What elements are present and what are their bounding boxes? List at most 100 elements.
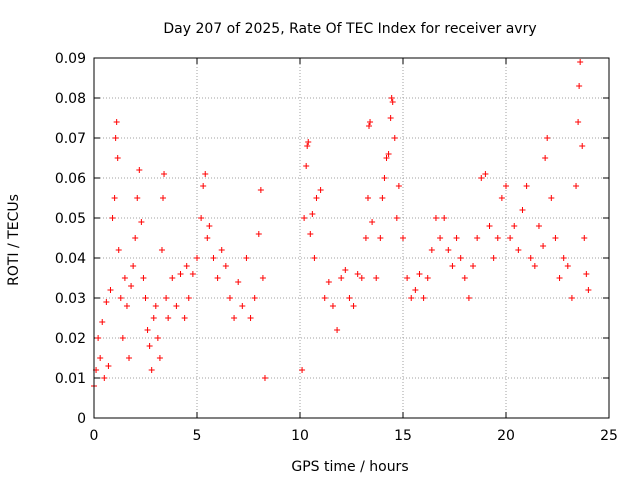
data-point bbox=[424, 275, 431, 281]
data-point bbox=[161, 171, 168, 177]
data-point bbox=[581, 235, 588, 241]
data-point bbox=[441, 215, 448, 221]
data-point bbox=[146, 343, 153, 349]
y-axis-label: ROTI / TECUs bbox=[6, 194, 22, 286]
data-point bbox=[552, 235, 559, 241]
data-points bbox=[91, 59, 592, 389]
data-point bbox=[383, 155, 390, 161]
data-point bbox=[231, 315, 238, 321]
data-point bbox=[577, 59, 584, 65]
data-point bbox=[112, 135, 119, 141]
y-tick-label: 0.02 bbox=[55, 331, 86, 347]
x-axis-label: GPS time / hours bbox=[291, 459, 408, 475]
data-point bbox=[198, 215, 205, 221]
plot-frame bbox=[93, 57, 610, 419]
data-point bbox=[123, 303, 130, 309]
data-point bbox=[259, 275, 266, 281]
data-point bbox=[535, 223, 542, 229]
data-point bbox=[218, 247, 225, 253]
data-point bbox=[585, 287, 592, 293]
data-point bbox=[400, 235, 406, 241]
data-point bbox=[202, 171, 209, 177]
data-point bbox=[128, 283, 135, 289]
data-point bbox=[169, 275, 176, 281]
data-point bbox=[160, 195, 167, 201]
data-point bbox=[494, 235, 501, 241]
data-point bbox=[564, 263, 571, 269]
data-point bbox=[362, 235, 369, 241]
data-point bbox=[437, 235, 444, 241]
data-point bbox=[144, 327, 151, 333]
data-point bbox=[389, 99, 396, 105]
data-point bbox=[317, 187, 324, 193]
data-point bbox=[498, 195, 505, 201]
data-point bbox=[377, 235, 384, 241]
data-point bbox=[140, 275, 147, 281]
data-point bbox=[113, 119, 120, 125]
data-point bbox=[474, 235, 481, 241]
data-point bbox=[470, 263, 477, 269]
data-point bbox=[346, 295, 353, 301]
data-point bbox=[342, 267, 349, 273]
data-point bbox=[560, 255, 567, 261]
data-point bbox=[165, 315, 172, 321]
data-point bbox=[115, 247, 122, 253]
data-point bbox=[303, 163, 310, 169]
data-point bbox=[519, 207, 526, 213]
data-point bbox=[373, 275, 380, 281]
chart-title: Day 207 of 2025, Rate Of TEC Index for r… bbox=[163, 21, 536, 37]
data-point bbox=[257, 187, 264, 193]
data-point bbox=[482, 171, 489, 177]
data-point bbox=[391, 135, 398, 141]
data-point bbox=[420, 295, 427, 301]
data-point bbox=[121, 275, 128, 281]
data-point bbox=[156, 355, 163, 361]
data-point bbox=[416, 271, 423, 277]
data-point bbox=[111, 195, 118, 201]
data-point bbox=[261, 375, 268, 381]
data-point bbox=[152, 303, 159, 309]
y-tick-label: 0.07 bbox=[55, 131, 86, 147]
data-point bbox=[350, 303, 357, 309]
data-point bbox=[449, 263, 456, 269]
y-tick-label: 0.04 bbox=[55, 251, 86, 267]
data-point bbox=[173, 303, 180, 309]
data-point bbox=[136, 167, 143, 173]
data-point bbox=[583, 271, 590, 277]
y-tick-label: 0.03 bbox=[55, 291, 86, 307]
data-point bbox=[393, 215, 400, 221]
data-point bbox=[255, 231, 262, 237]
data-point bbox=[453, 235, 460, 241]
data-point bbox=[200, 183, 207, 189]
data-point bbox=[309, 211, 316, 217]
data-point bbox=[531, 263, 538, 269]
data-point bbox=[126, 355, 133, 361]
x-tick-label: 10 bbox=[291, 428, 309, 444]
data-point bbox=[329, 303, 336, 309]
data-point bbox=[461, 275, 468, 281]
data-point bbox=[222, 263, 229, 269]
data-point bbox=[540, 243, 547, 249]
data-point bbox=[101, 375, 108, 381]
data-point bbox=[445, 247, 452, 253]
data-point bbox=[465, 295, 472, 301]
data-point bbox=[158, 247, 165, 253]
data-point bbox=[404, 275, 411, 281]
data-point bbox=[334, 327, 341, 333]
x-tick-label: 0 bbox=[90, 428, 99, 444]
data-point bbox=[556, 275, 563, 281]
data-point bbox=[548, 195, 555, 201]
data-point bbox=[432, 215, 439, 221]
data-point bbox=[313, 195, 320, 201]
data-point bbox=[490, 255, 497, 261]
data-point bbox=[117, 295, 124, 301]
y-tick-label: 0 bbox=[77, 411, 86, 427]
data-point bbox=[579, 143, 586, 149]
data-point bbox=[527, 255, 534, 261]
data-point bbox=[189, 271, 196, 277]
data-point bbox=[299, 367, 306, 373]
data-point bbox=[148, 367, 155, 373]
data-point bbox=[575, 119, 582, 125]
data-point bbox=[321, 295, 328, 301]
